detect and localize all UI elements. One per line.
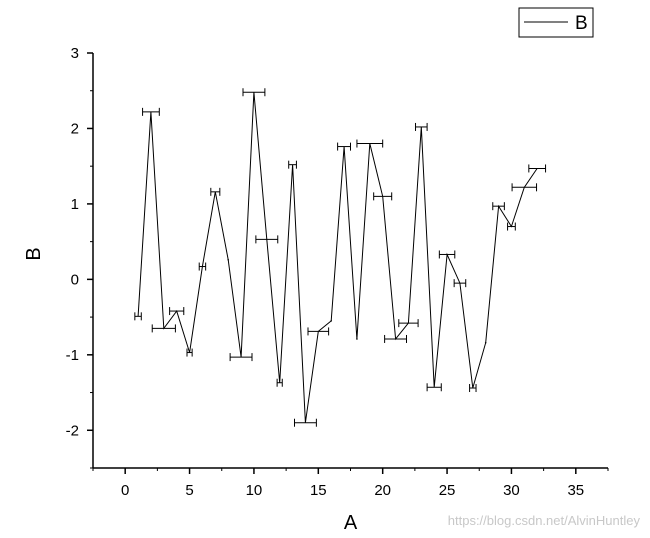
y-tick-label: 0: [71, 271, 79, 288]
x-tick-label: 25: [439, 482, 456, 499]
x-tick-label: 35: [567, 482, 584, 499]
error-bar: [415, 122, 428, 131]
y-tick-label: 1: [71, 196, 79, 213]
data-point: [484, 341, 487, 344]
error-bar: [426, 383, 442, 392]
axes: [92, 53, 608, 469]
tick-labels: 0 5 10 15 20 25 30 35 -2 -1 0 1 2 3: [66, 45, 585, 499]
data-point: [356, 338, 358, 340]
series-line: [137, 92, 538, 423]
error-bar: [142, 107, 160, 116]
error-bar: [210, 187, 221, 196]
x-tick-label: 15: [310, 482, 327, 499]
ticks: [87, 52, 609, 474]
error-bar: [373, 192, 393, 201]
data-point: [227, 258, 229, 261]
error-bar: [151, 324, 176, 333]
error-bar: [337, 142, 351, 151]
error-bar: [384, 334, 408, 343]
error-bar: [242, 88, 266, 97]
x-tick-label: 0: [121, 482, 129, 499]
error-bar: [492, 202, 505, 211]
watermark: https://blog.csdn.net/AlvinHuntley: [447, 513, 640, 528]
x-axis-title: A: [344, 512, 358, 534]
series-group: [134, 88, 547, 427]
error-bar: [507, 222, 516, 231]
error-bar: [288, 160, 297, 169]
y-axis-title: B: [23, 247, 45, 260]
legend: B: [518, 7, 594, 38]
y-tick-label: 2: [71, 120, 79, 137]
x-tick-label: 20: [374, 482, 391, 499]
y-tick-label: -2: [66, 422, 79, 439]
error-bar: [255, 235, 279, 244]
error-bar: [186, 348, 193, 357]
error-bar: [229, 353, 253, 362]
error-bar: [528, 164, 547, 173]
error-bar: [453, 279, 467, 288]
data-point: [330, 320, 332, 322]
x-tick-label: 30: [503, 482, 520, 499]
error-bar: [198, 262, 207, 271]
legend-label: B: [575, 13, 588, 34]
x-tick-label: 5: [185, 482, 193, 499]
error-bar: [307, 327, 330, 336]
error-bar: [276, 378, 283, 387]
x-tick-label: 10: [246, 482, 263, 499]
error-bar: [356, 139, 384, 148]
error-bar: [169, 307, 185, 316]
error-bar: [398, 319, 419, 328]
error-bar: [511, 183, 538, 192]
y-tick-label: -1: [66, 347, 79, 364]
error-bar: [469, 384, 477, 393]
error-bar: [293, 418, 317, 427]
y-tick-label: 3: [71, 45, 79, 62]
error-bar: [438, 250, 456, 259]
error-bar: [134, 312, 142, 321]
